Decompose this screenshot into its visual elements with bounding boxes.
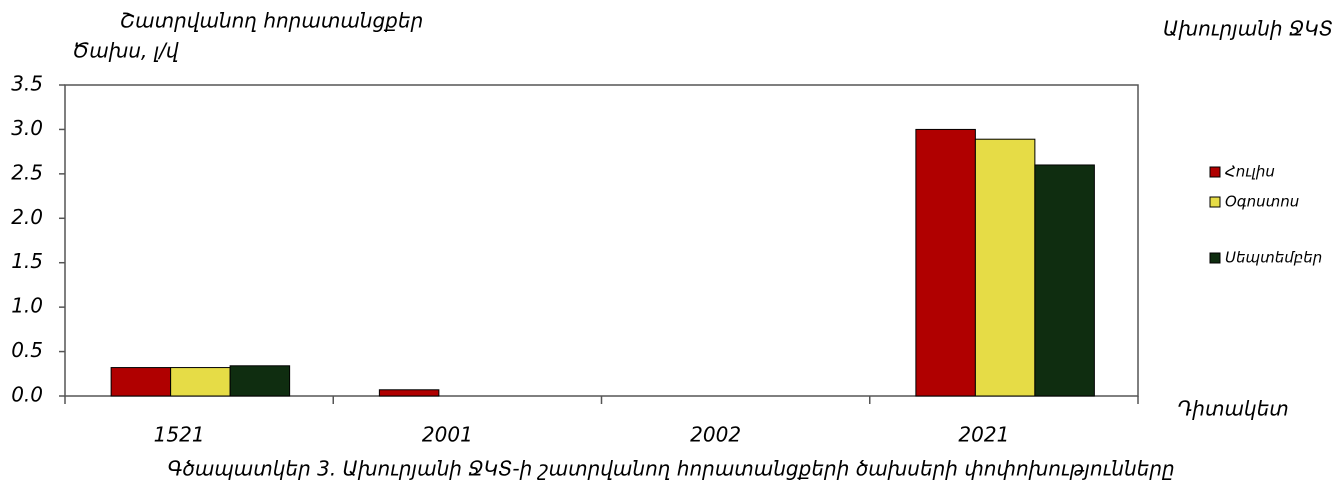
y-tick-label: 2.5	[11, 160, 43, 184]
legend-label: Սեպտեմբեր	[1225, 249, 1322, 267]
bar	[378, 389, 440, 397]
bar	[229, 365, 291, 397]
x-tick-label: 2002	[690, 423, 741, 447]
legend-label: Օգոստոս	[1225, 193, 1299, 211]
bar	[1034, 164, 1095, 397]
bar	[170, 367, 231, 397]
chart-title: Ախուրյանի ՋԿՏ	[1163, 17, 1333, 41]
chart-subtitle: Շատրվանող հորատանցքեր	[120, 9, 423, 33]
legend-swatch	[1209, 252, 1221, 264]
y-tick-label: 0.5	[11, 338, 43, 362]
x-axis-label: Դիտակետ	[1177, 397, 1289, 421]
bar	[110, 367, 172, 397]
legend-label: Հուլիս	[1225, 163, 1275, 181]
y-tick-label: 3.0	[11, 116, 43, 140]
x-tick-label: 2001	[422, 423, 473, 447]
y-tick-label: 2.0	[11, 205, 43, 229]
y-tick-label: 3.5	[11, 72, 43, 96]
legend-swatch	[1209, 166, 1221, 178]
x-tick-label: 1521	[154, 423, 205, 447]
legend-swatch	[1209, 196, 1221, 208]
bar	[915, 128, 976, 397]
y-tick-label: 1.0	[11, 294, 43, 318]
bar	[974, 138, 1036, 397]
y-tick-label: 0.0	[11, 383, 43, 407]
x-tick-label: 2021	[958, 423, 1009, 447]
y-axis-label: Ծախս, լ/վ	[72, 39, 179, 63]
y-tick-label: 1.5	[11, 249, 43, 273]
caption: Գծապատկեր 3. Ախուրյանի ՋԿՏ-ի շատրվանող հ…	[167, 457, 1174, 481]
